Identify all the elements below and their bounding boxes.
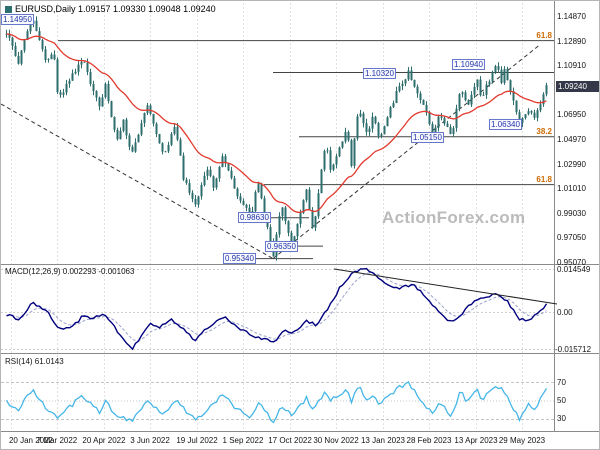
rsi-axis-label: 50 <box>557 396 566 405</box>
rsi-line <box>5 380 548 424</box>
price-annotation[interactable]: 1.06340 <box>489 119 522 130</box>
date-label: 28 Feb 2023 <box>406 436 452 445</box>
trendline[interactable] <box>272 45 540 259</box>
price-axis-label: 1.01010 <box>557 184 586 193</box>
price-axis-label: 1.02990 <box>557 160 586 169</box>
price-annotation[interactable]: 0.95340 <box>223 253 256 264</box>
price-axis-label: 0.95070 <box>557 258 586 267</box>
macd-axis-label: -0.015712 <box>555 345 592 354</box>
current-price-badge: 1.09240 <box>556 81 599 92</box>
price-axis-label: 1.10910 <box>557 61 586 70</box>
date-label: 13 Apr 2023 <box>454 436 498 445</box>
price-axis-label: 1.06950 <box>557 110 586 119</box>
price-annotation[interactable]: 1.10320 <box>363 68 396 79</box>
macd-line <box>6 267 548 351</box>
gridlines <box>11 3 523 431</box>
macd-signal-line <box>6 272 547 342</box>
date-label: 20 Jan 2022 <box>8 436 54 445</box>
trendline[interactable] <box>1 103 274 260</box>
fib-level-label: 61.8 <box>536 31 552 40</box>
fib-level-label: 38.2 <box>536 127 552 136</box>
date-label: 29 May 2023 <box>498 436 546 445</box>
price-annotation[interactable]: 1.10940 <box>452 59 485 70</box>
price-annotation[interactable]: 1.14950 <box>1 14 34 25</box>
price-annotation[interactable]: 0.98630 <box>238 212 271 223</box>
rsi-axis-label: 70 <box>557 378 566 387</box>
price-axis-label: 1.12890 <box>557 37 586 46</box>
moving-average-line <box>6 33 547 213</box>
date-label: 3 Jun 2022 <box>130 436 170 445</box>
date-label: 30 Nov 2022 <box>313 436 359 445</box>
chart-title: EURUSD,Daily 1.09157 1.09330 1.09048 1.0… <box>15 4 216 14</box>
price-axis-label: 1.14870 <box>557 12 586 21</box>
date-label: 1 Sep 2022 <box>222 436 264 445</box>
date-label: 7 Mar 2022 <box>36 436 78 445</box>
chart-title-bar: EURUSD,Daily 1.09157 1.09330 1.09048 1.0… <box>5 4 216 14</box>
macd-indicator-label: MACD(12,26,9) 0.002293 -0.001063 <box>5 267 135 276</box>
price-axis-label: 0.99030 <box>557 209 586 218</box>
price-annotation[interactable]: 1.05150 <box>411 132 444 143</box>
symbol-icon <box>5 5 12 13</box>
macd-trendline[interactable] <box>333 268 558 305</box>
price-annotation[interactable]: 0.96350 <box>265 241 298 252</box>
date-label: 17 Oct 2022 <box>268 436 312 445</box>
rsi-axis-label: 30 <box>557 414 566 423</box>
fib-level-label: 61.8 <box>536 175 552 184</box>
watermark: ActionForex.com <box>382 208 526 227</box>
price-axis-label: 1.04970 <box>557 135 586 144</box>
date-label: 19 Jul 2022 <box>176 436 218 445</box>
rsi-indicator-label: RSI(14) 61.0143 <box>5 357 64 366</box>
date-label: 20 Apr 2022 <box>82 436 126 445</box>
macd-axis-label: 0.014549 <box>557 265 591 274</box>
price-axis-label: 0.97050 <box>557 233 586 242</box>
date-label: 13 Jan 2023 <box>360 436 406 445</box>
macd-axis-label: 0.00 <box>557 308 573 317</box>
